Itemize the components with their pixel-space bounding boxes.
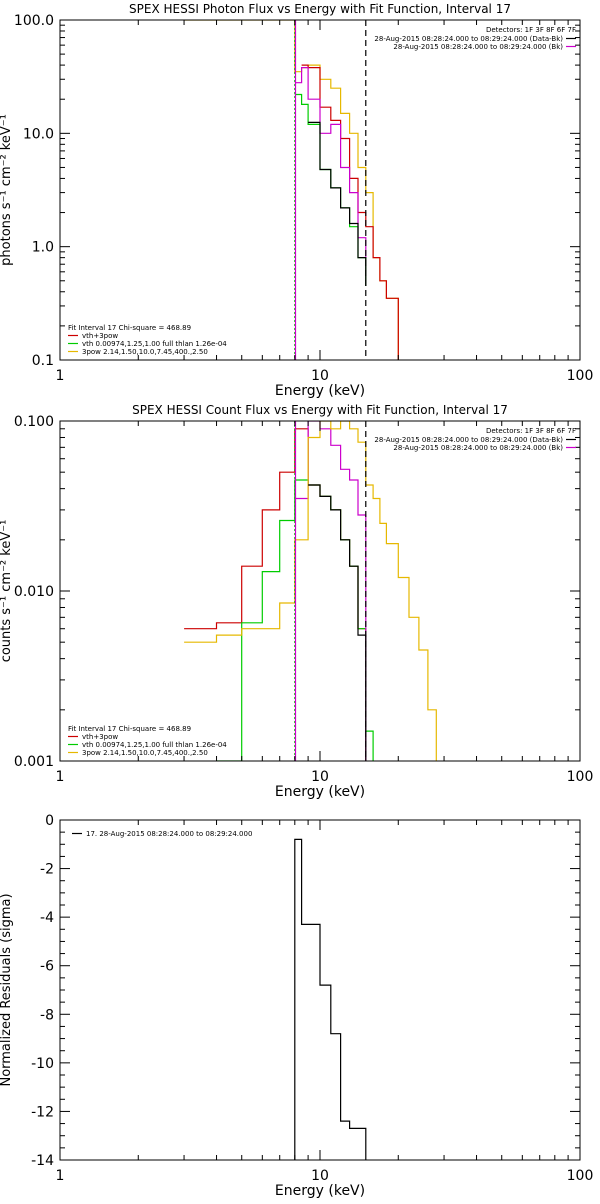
plot-frame <box>59 420 581 762</box>
y-tick-label: 0.1 <box>32 353 54 369</box>
plot-frame <box>59 819 581 1161</box>
legend-entry: 17. 28-Aug-2015 08:28:24.000 to 08:29:24… <box>86 830 252 838</box>
chart-panel-3: 1 10 100 Energy (keV) 0 -2 -4 -6 -8 -10 -12 -14 Norm… <box>0 813 593 1199</box>
y-tick-label: -10 <box>31 1056 54 1072</box>
y-tick-label: 0.100 <box>14 414 54 430</box>
y-tick-label: -4 <box>40 910 54 926</box>
y-tick-label: -12 <box>31 1104 54 1120</box>
legend-fit-header: Fit Interval 17 Chi-square = 468.89 <box>68 725 191 733</box>
legend-entry: 3pow 2.14,1.50,10.0,7.45,400.,2.50 <box>82 749 208 757</box>
y-tick-label: -2 <box>40 862 54 878</box>
series-group <box>184 421 437 761</box>
y-tick-label: 0.010 <box>14 584 54 600</box>
legend-entry: 28-Aug-2015 08:28:24.000 to 08:29:24.000… <box>393 444 563 452</box>
y-tick-label: 1.0 <box>32 240 54 256</box>
x-tick-label: 10 <box>311 769 329 785</box>
y-tick-label: 0.001 <box>14 754 54 770</box>
data-series-3 <box>294 67 367 281</box>
x-tick-label: 100 <box>567 769 594 785</box>
x-tick-label: 10 <box>311 368 329 384</box>
legend-entry: 28-Aug-2015 08:28:24.000 to 08:29:24.000… <box>393 43 563 51</box>
y-tick-label: 10.0 <box>23 126 54 142</box>
x-tick-label: 100 <box>567 368 594 384</box>
legend-entry: vth 0.00974,1.25,1.00 full thlan 1.26e-0… <box>82 741 227 749</box>
series-group <box>294 838 367 1160</box>
y-tick-label: 100.0 <box>14 13 54 29</box>
x-axis-label: Energy (keV) <box>275 383 365 399</box>
chart-title: SPEX HESSI Count Flux vs Energy with Fit… <box>132 403 508 417</box>
y-tick-label: -8 <box>40 1007 54 1023</box>
data-series-4 <box>294 93 367 286</box>
legend-entry: 3pow 2.14,1.50,10.0,7.45,400.,2.50 <box>82 348 208 356</box>
data-series-4 <box>184 421 437 761</box>
x-axis-label: Energy (keV) <box>275 784 365 800</box>
data-series-2 <box>301 64 399 360</box>
y-axis-label: counts s⁻¹ cm⁻² keV⁻¹ <box>0 520 14 663</box>
legend-entry: vth+3pow <box>82 332 118 340</box>
x-tick-label: 100 <box>567 1168 594 1184</box>
series-group <box>184 20 399 360</box>
legend-fit-header: Fit Interval 17 Chi-square = 468.89 <box>68 324 191 332</box>
legend-entry: vth 0.00974,1.25,1.00 full thlan 1.26e-0… <box>82 340 227 348</box>
data-series-5 <box>308 484 367 761</box>
data-series-1 <box>184 428 367 761</box>
data-series-3 <box>294 421 367 761</box>
legend-entry: 28-Aug-2015 08:28:24.000 to 08:29:24.000… <box>374 436 563 444</box>
chart-panel-1: SPEX HESSI Photon Flux vs Energy with Fi… <box>0 2 593 399</box>
chart-title: SPEX HESSI Photon Flux vs Energy with Fi… <box>129 2 511 16</box>
y-tick-label: -6 <box>40 959 54 975</box>
legend-entry: vth+3pow <box>82 733 118 741</box>
y-tick-label: -14 <box>31 1153 54 1169</box>
legend-detectors: Detectors: 1F 3F 8F 6F 7F <box>486 26 576 34</box>
y-axis-label: Normalized Residuals (sigma) <box>0 893 14 1086</box>
x-tick-label: 1 <box>56 769 65 785</box>
x-tick-label: 1 <box>56 1168 65 1184</box>
legend-entry: 28-Aug-2015 08:28:24.000 to 08:29:24.000… <box>374 35 563 43</box>
x-tick-label: 1 <box>56 368 65 384</box>
data-series-5 <box>308 121 367 286</box>
chart-panel-2: SPEX HESSI Count Flux vs Energy with Fit… <box>0 403 593 800</box>
y-tick-label: 0 <box>45 813 54 829</box>
x-axis-label: Energy (keV) <box>275 1183 365 1199</box>
data-series-1 <box>294 838 367 1160</box>
legend-detectors: Detectors: 1F 3F 8F 6F 7F <box>486 427 576 435</box>
x-tick-label: 10 <box>311 1168 329 1184</box>
y-axis-label: photons s⁻¹ cm⁻² keV⁻¹ <box>0 114 14 266</box>
